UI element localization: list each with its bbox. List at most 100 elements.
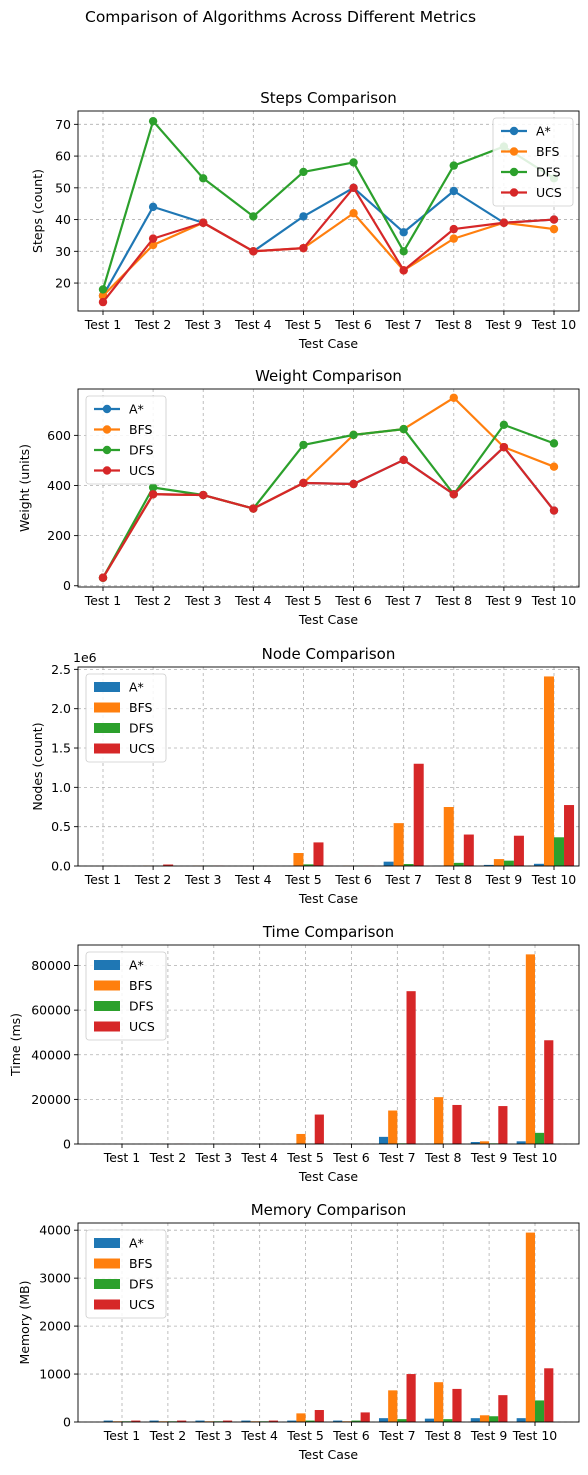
bar <box>296 1133 306 1144</box>
x-tick-label: Test 5 <box>284 317 322 332</box>
bar <box>378 1418 389 1422</box>
axes-frame <box>77 944 580 1145</box>
x-tick-label: Test 8 <box>424 1150 462 1165</box>
legend-swatch <box>94 723 120 733</box>
legend: A* BFS DFS UCS <box>85 951 167 1041</box>
data-point <box>449 224 458 234</box>
chart-4: Test 1 Test 2 Test 3 Test 4 Test 5 Test 6 Test… <box>8 923 580 1184</box>
x-axis-label: Test Case <box>298 336 358 351</box>
data-point <box>299 167 308 177</box>
legend-marker <box>102 425 112 434</box>
bar <box>177 1420 187 1422</box>
bar <box>452 1388 462 1422</box>
x-tick-label: Test 6 <box>334 593 372 608</box>
y-axis-label: Weight (units) <box>17 444 32 532</box>
x-tick-label: Test 7 <box>384 593 422 608</box>
data-point <box>399 424 408 434</box>
legend-label: DFS <box>129 999 154 1014</box>
y-tick-label: 1000 <box>39 1367 71 1382</box>
bar <box>305 1420 315 1422</box>
y-axis-label: Steps (count) <box>30 169 45 253</box>
data-point <box>349 158 358 167</box>
x-tick-label: Test 9 <box>485 593 523 608</box>
legend-box <box>85 1229 167 1319</box>
bar <box>296 1413 306 1422</box>
x-tick-label: Test 4 <box>240 1150 278 1165</box>
bar <box>535 1132 545 1144</box>
bar <box>434 1097 444 1144</box>
x-tick-label: Test 2 <box>134 593 172 608</box>
y-tick-label: 1.0 <box>51 780 71 795</box>
axis-offset-label: 1e6 <box>73 650 97 665</box>
data-point <box>249 504 258 513</box>
data-point <box>299 478 308 488</box>
data-point <box>98 573 108 582</box>
x-tick-label: Test 1 <box>103 1428 141 1443</box>
x-tick-label: Test 1 <box>84 317 122 332</box>
legend-marker <box>102 445 112 455</box>
legend-swatch <box>94 1001 120 1011</box>
bar <box>513 835 524 866</box>
bar <box>470 1418 480 1422</box>
bar <box>393 823 404 866</box>
x-tick-label: Test 3 <box>184 872 222 887</box>
data-point <box>148 490 158 499</box>
y-tick-label: 50 <box>55 180 71 195</box>
series-line-astar <box>102 186 555 297</box>
legend-label: UCS <box>536 185 562 200</box>
bar <box>351 1420 361 1422</box>
y-tick-label: 1.5 <box>51 741 71 756</box>
y-tick-label: 0.0 <box>51 859 71 874</box>
x-tick-label: Test 3 <box>195 1150 233 1165</box>
bar <box>314 1114 324 1144</box>
bar <box>287 1420 297 1422</box>
x-tick-label: Test 7 <box>384 317 422 332</box>
data-point <box>549 506 559 515</box>
series-line-bfs <box>102 396 555 579</box>
legend-swatch <box>94 1299 120 1310</box>
y-tick-label: 60000 <box>31 1003 71 1018</box>
x-tick-label: Test 10 <box>512 1428 558 1443</box>
legend-label: A* <box>536 124 551 139</box>
series-line-dfs <box>101 120 555 290</box>
x-tick-label: Test 4 <box>234 872 272 887</box>
legend-marker <box>509 126 519 136</box>
x-tick-label: Test 9 <box>470 1428 508 1443</box>
legend: A* BFS DFS UCS <box>85 673 167 763</box>
legend-marker <box>509 147 519 156</box>
figure-title: Comparison of Algorithms Across Differen… <box>85 8 477 26</box>
legend-swatch <box>94 1238 120 1248</box>
data-point <box>549 224 559 234</box>
bar <box>453 862 464 866</box>
bar <box>303 864 314 866</box>
legend-label: DFS <box>129 1277 154 1292</box>
bar <box>470 1141 480 1144</box>
chart-1: Test 1 Test 2 Test 3 Test 4 Test 5 Test 6 Test… <box>30 89 580 351</box>
legend-swatch <box>94 702 120 713</box>
legend-label: DFS <box>129 721 154 736</box>
data-point <box>199 490 208 500</box>
bar <box>543 676 554 866</box>
x-tick-label: Test 7 <box>384 872 422 887</box>
bar <box>103 1420 113 1422</box>
data-point <box>549 215 559 224</box>
x-tick-label: Test 6 <box>334 872 372 887</box>
x-tick-label: Test 9 <box>485 872 523 887</box>
series-line-ucs <box>102 186 555 303</box>
x-tick-label: Test 6 <box>332 1428 370 1443</box>
x-tick-label: Test 10 <box>512 1150 558 1165</box>
x-axis-label: Test Case <box>298 1447 358 1462</box>
x-tick-label: Test 3 <box>184 317 222 332</box>
legend-marker <box>102 466 112 475</box>
bar <box>525 1232 535 1422</box>
legend-swatch <box>94 960 120 970</box>
bar <box>544 1368 554 1422</box>
bar <box>525 954 535 1144</box>
data-point <box>399 228 408 237</box>
y-tick-label: 30 <box>55 244 71 259</box>
data-point <box>549 439 559 448</box>
bar <box>443 1419 453 1422</box>
y-tick-label: 2.0 <box>51 701 71 716</box>
legend: A* BFS DFS UCS <box>492 117 574 207</box>
x-tick-label: Test 5 <box>284 872 322 887</box>
